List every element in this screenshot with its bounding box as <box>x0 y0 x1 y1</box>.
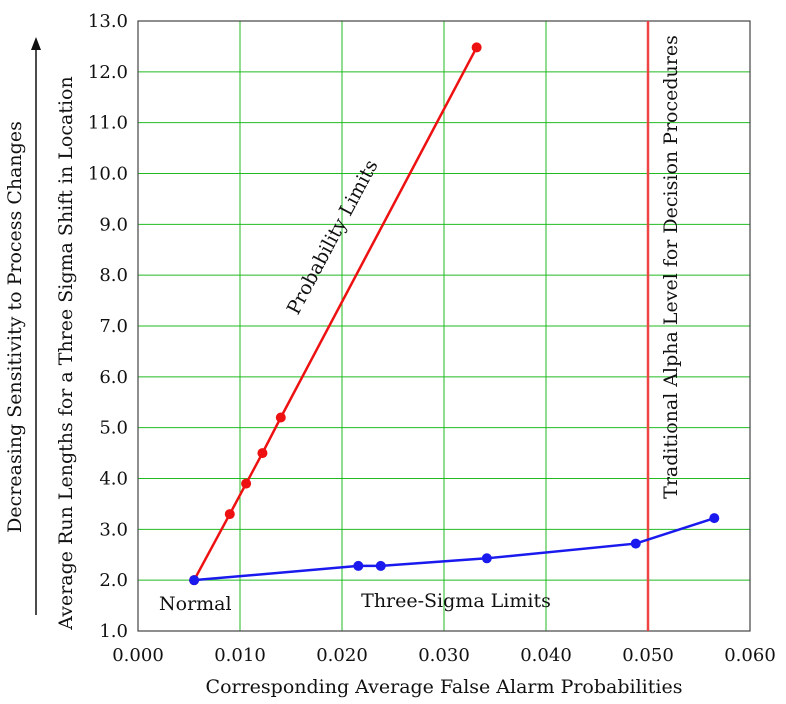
x-tick-label: 0.060 <box>724 645 776 666</box>
y-tick-label: 9.0 <box>99 214 128 235</box>
grid <box>137 20 751 632</box>
normal-label: Normal <box>159 593 232 615</box>
x-tick-label: 0.020 <box>316 645 368 666</box>
y-tick-label: 12.0 <box>88 62 128 83</box>
x-tick-label: 0.000 <box>112 645 164 666</box>
y-tick-label: 13.0 <box>88 11 128 32</box>
x-tick-label: 0.040 <box>520 645 572 666</box>
probability-limits-label: Probability Limits <box>283 156 383 318</box>
series-0-point <box>224 509 235 520</box>
y-axis-title: Average Run Lengths for a Three Sigma Sh… <box>55 76 77 630</box>
series-line-0 <box>193 46 478 581</box>
series-1-point <box>709 513 720 524</box>
y-tick-label: 6.0 <box>99 367 128 388</box>
series-0-point <box>275 412 286 423</box>
y-tick-label: 10.0 <box>88 164 128 185</box>
x-tick-label: 0.010 <box>214 645 266 666</box>
series-layer <box>189 42 720 586</box>
y-tick-label: 8.0 <box>99 265 128 286</box>
series-0-point <box>241 478 252 489</box>
x-tick-label: 0.030 <box>418 645 470 666</box>
sensitivity-arrow-icon <box>31 37 41 615</box>
x-tick-label: 0.050 <box>622 645 674 666</box>
y-tick-label: 5.0 <box>99 418 128 439</box>
y-tick-label: 2.0 <box>99 570 128 591</box>
outer-y-axis-title: Decreasing Sensitivity to Process Change… <box>4 121 26 533</box>
arrow-head <box>31 37 41 50</box>
y-tick-label: 4.0 <box>99 469 128 490</box>
tick-labels: 0.000 0.010 0.020 0.030 0.040 0.050 0.060 1.0 2.… <box>88 11 776 666</box>
x-axis-title: Corresponding Average False Alarm Probab… <box>206 676 683 698</box>
y-tick-label: 3.0 <box>99 519 128 540</box>
series-line-1 <box>193 516 715 582</box>
series-1-point <box>375 560 386 571</box>
three-sigma-limits-label: Three-Sigma Limits <box>361 590 551 612</box>
y-tick-label: 1.0 <box>99 621 128 642</box>
alpha-reference-label: Traditional Alpha Level for Decision Pro… <box>660 35 682 499</box>
y-tick-label: 11.0 <box>88 113 128 134</box>
series-1-point <box>630 538 641 549</box>
series-0-point <box>471 42 482 53</box>
series-1-point <box>353 560 364 571</box>
y-tick-label: 7.0 <box>99 316 128 337</box>
series-0-point <box>257 448 268 459</box>
series-1-point <box>481 553 492 564</box>
plot-frame <box>137 20 751 632</box>
series-1-point <box>189 575 200 586</box>
